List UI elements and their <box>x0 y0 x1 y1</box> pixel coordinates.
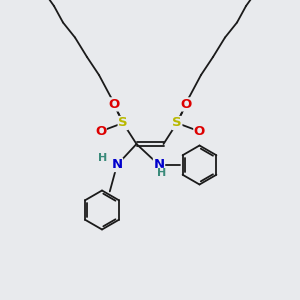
Text: O: O <box>108 98 120 111</box>
Text: H: H <box>98 153 107 164</box>
Text: O: O <box>95 125 106 138</box>
Text: N: N <box>153 158 165 172</box>
Text: O: O <box>194 125 205 138</box>
Text: H: H <box>158 168 166 178</box>
Text: O: O <box>180 98 192 111</box>
Text: N: N <box>111 158 123 172</box>
Text: S: S <box>172 116 182 130</box>
Text: S: S <box>118 116 128 130</box>
